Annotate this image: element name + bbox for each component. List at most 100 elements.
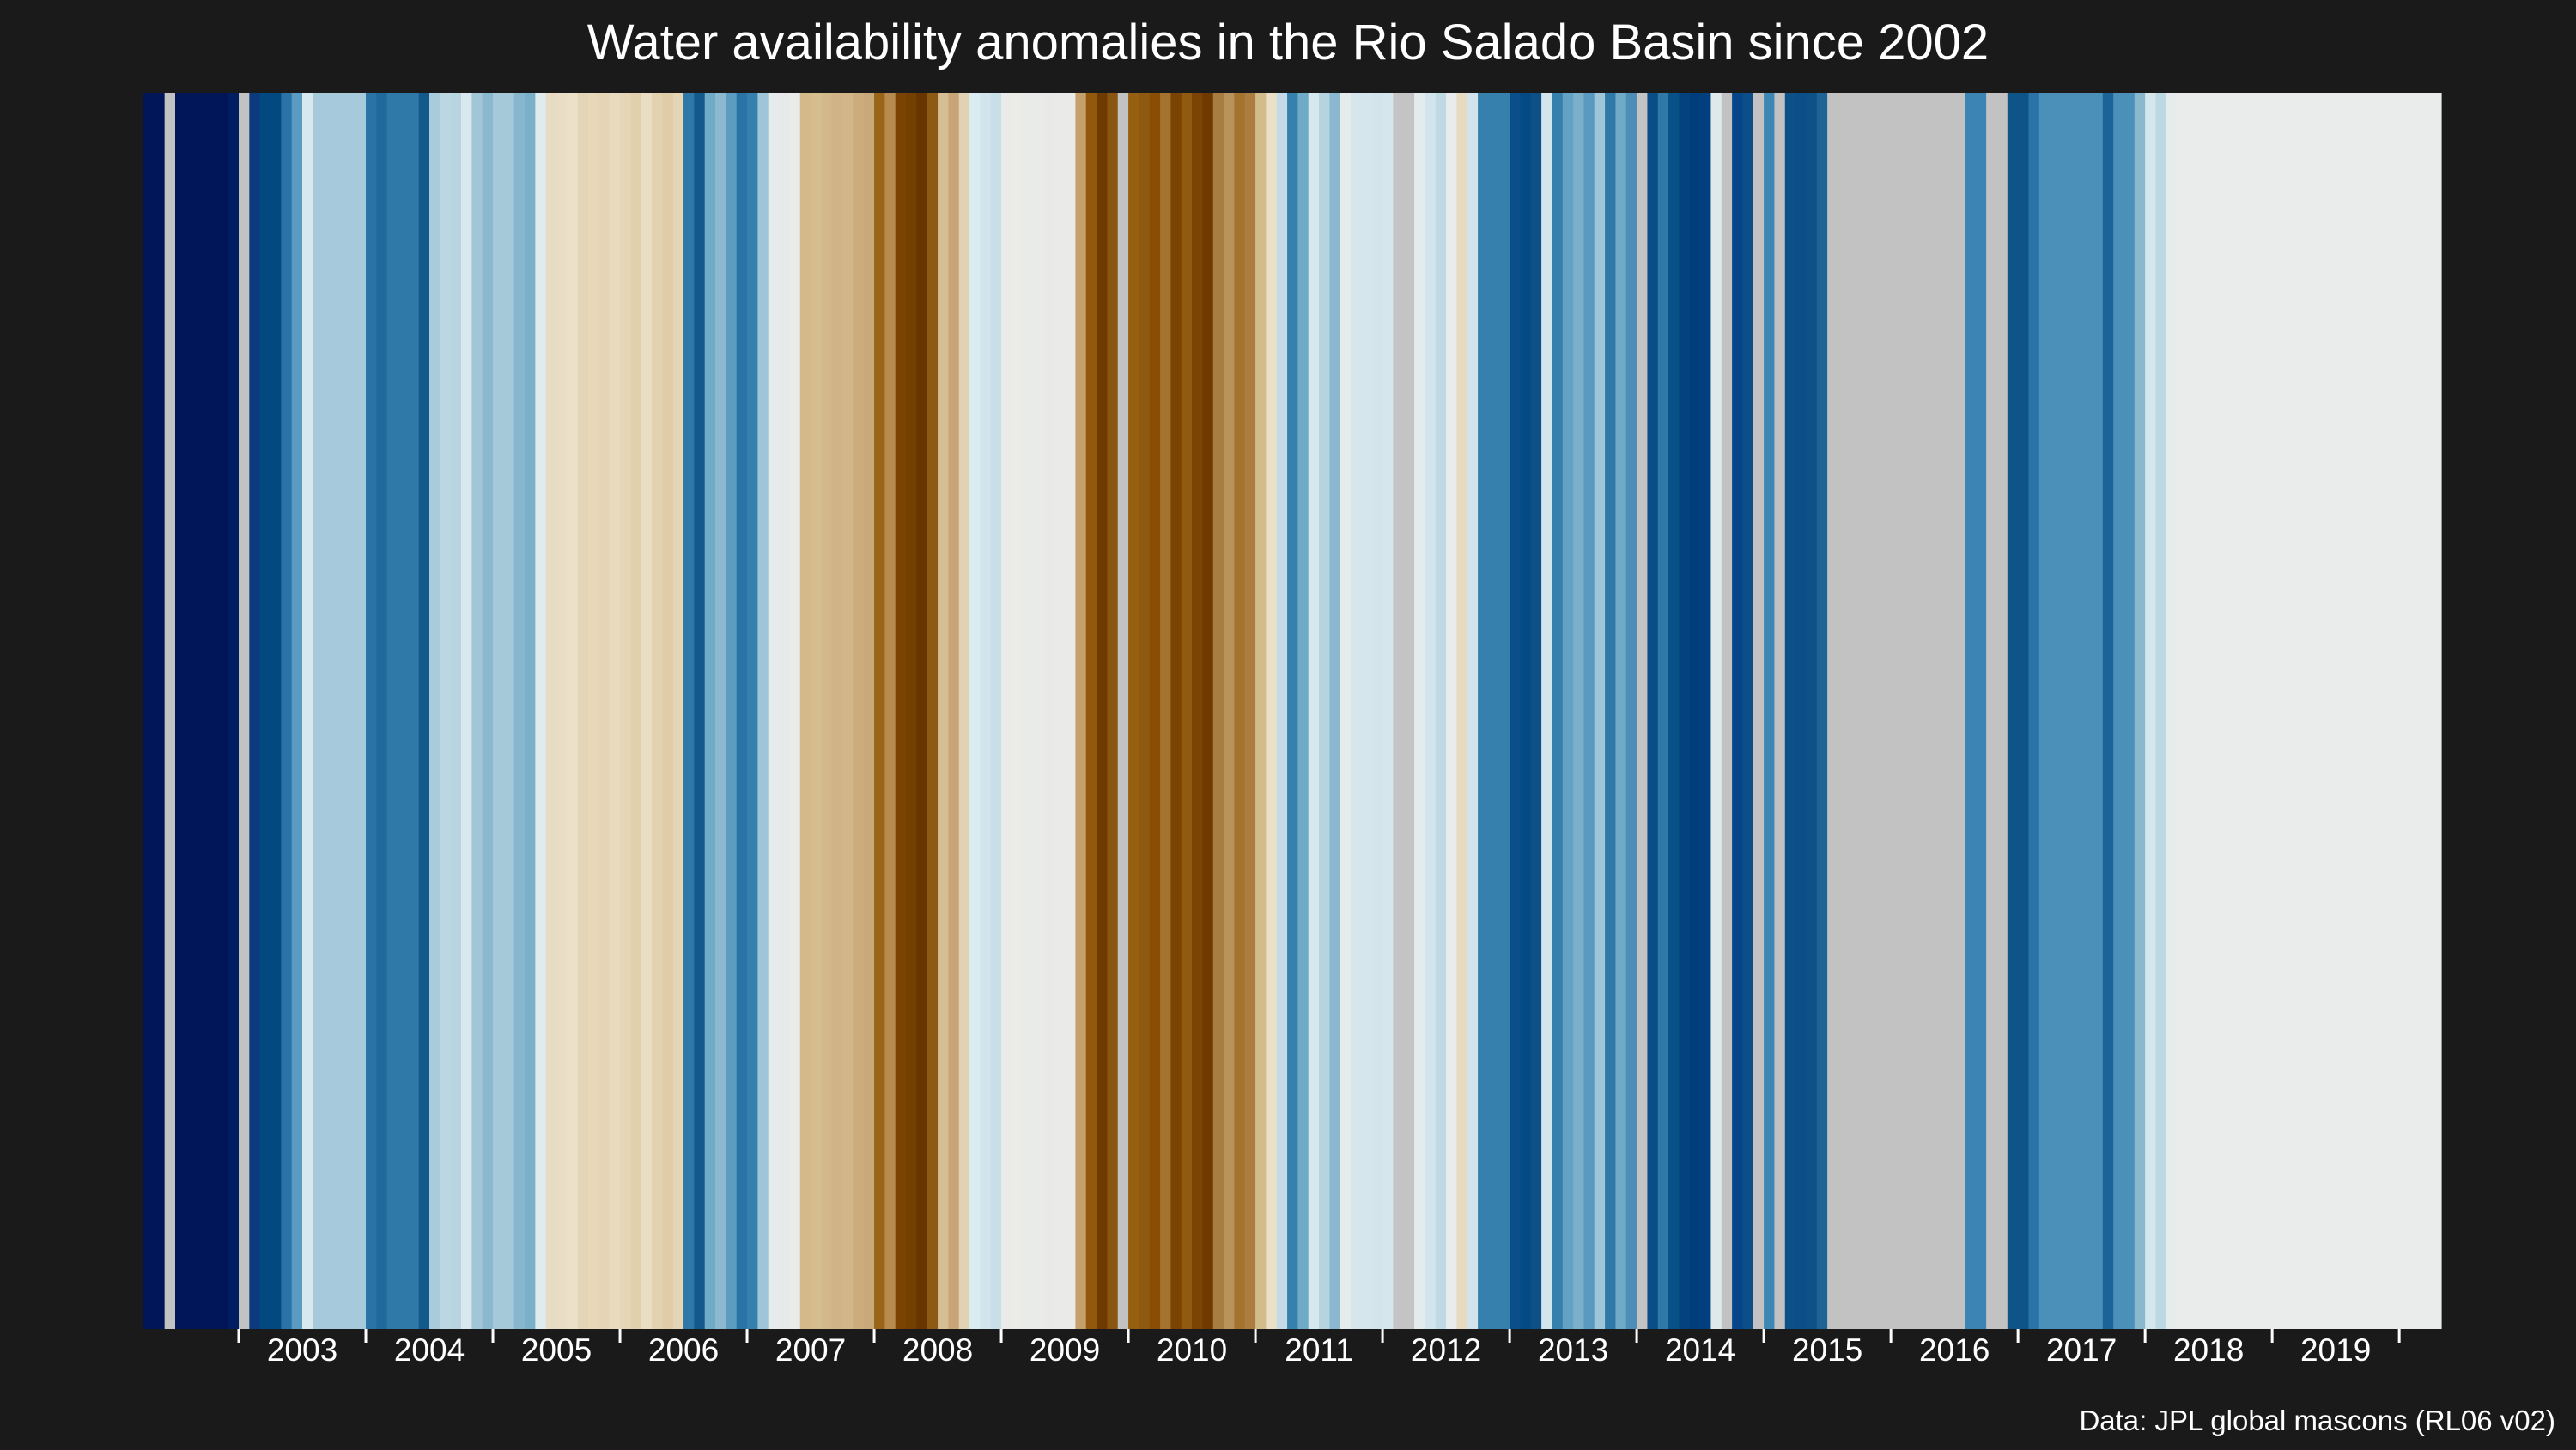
stripe [2050, 93, 2062, 1329]
stripe [1838, 93, 1850, 1329]
stripe [2092, 93, 2104, 1329]
stripe [525, 93, 536, 1329]
stripe [1806, 93, 1818, 1329]
stripe [1975, 93, 1987, 1329]
stripe [1001, 93, 1012, 1329]
stripe [726, 93, 738, 1329]
stripe [1403, 93, 1415, 1329]
stripe [239, 93, 250, 1329]
stripe [789, 93, 801, 1329]
stripe [1319, 93, 1331, 1329]
stripe [2177, 93, 2442, 1329]
stripe [1075, 93, 1087, 1329]
stripe [1859, 93, 1871, 1329]
stripe [1689, 93, 1701, 1329]
stripe [556, 93, 568, 1329]
x-tick-label: 2006 [648, 1332, 719, 1368]
stripe [1202, 93, 1214, 1329]
stripe [1795, 93, 1807, 1329]
stripe [1848, 93, 1860, 1329]
stripe [1954, 93, 1966, 1329]
stripe [704, 93, 716, 1329]
stripe [398, 93, 409, 1329]
stripe [736, 93, 748, 1329]
stripe [1107, 93, 1119, 1329]
stripe [1647, 93, 1659, 1329]
stripe [577, 93, 589, 1329]
stripe [1329, 93, 1341, 1329]
stripe [1625, 93, 1637, 1329]
stripe [471, 93, 483, 1329]
stripe [588, 93, 599, 1329]
stripe [652, 93, 663, 1329]
stripe [1212, 93, 1224, 1329]
stripe [1297, 93, 1309, 1329]
chart-title: Water availability anomalies in the Rio … [586, 15, 1990, 70]
stripe [1224, 93, 1236, 1329]
stripe [1742, 93, 1754, 1329]
stripe [1943, 93, 1955, 1329]
stripe [1583, 93, 1595, 1329]
stripe [1266, 93, 1278, 1329]
stripe [196, 93, 208, 1329]
stripe [493, 93, 504, 1329]
stripe [302, 93, 313, 1329]
stripe [683, 93, 695, 1329]
stripe [1371, 93, 1383, 1329]
stripe [779, 93, 790, 1329]
stripe [1393, 93, 1405, 1329]
stripe [1351, 93, 1363, 1329]
stripe [164, 93, 176, 1329]
stripe [1753, 93, 1765, 1329]
stripe [1128, 93, 1139, 1329]
stripe [1594, 93, 1606, 1329]
stripe [1520, 93, 1532, 1329]
stripe [366, 93, 377, 1329]
stripe [376, 93, 388, 1329]
stripe [143, 93, 155, 1329]
stripe [259, 93, 271, 1329]
stripe [291, 93, 303, 1329]
stripe [2166, 93, 2178, 1329]
stripe [1012, 93, 1024, 1329]
stripe [386, 93, 398, 1329]
stripe [1414, 93, 1426, 1329]
stripe [429, 93, 440, 1329]
stripe [1764, 93, 1776, 1329]
stripe [1774, 93, 1786, 1329]
stripe [842, 93, 854, 1329]
stripe [948, 93, 960, 1329]
stripe [884, 93, 896, 1329]
x-tick-label: 2016 [1919, 1332, 1990, 1368]
stripe [1700, 93, 1712, 1329]
stripe [969, 93, 981, 1329]
stripe [1160, 93, 1171, 1329]
stripe [757, 93, 769, 1329]
stripe [2070, 93, 2082, 1329]
stripe [2060, 93, 2072, 1329]
stripe [799, 93, 811, 1329]
stripe [1435, 93, 1447, 1329]
stripe [1244, 93, 1256, 1329]
x-tick-label: 2008 [902, 1332, 973, 1368]
stripe [938, 93, 949, 1329]
stripe [1605, 93, 1617, 1329]
stripe [207, 93, 218, 1329]
stripe [2134, 93, 2146, 1329]
stripe [1668, 93, 1680, 1329]
stripe [2007, 93, 2019, 1329]
x-tick-label: 2010 [1157, 1332, 1227, 1368]
stripe [1816, 93, 1828, 1329]
stripe [1382, 93, 1394, 1329]
stripe [1933, 93, 1945, 1329]
stripe [1615, 93, 1627, 1329]
stripe [895, 93, 907, 1329]
stripe [503, 93, 515, 1329]
stripe [1721, 93, 1733, 1329]
stripe [1573, 93, 1585, 1329]
stripe [598, 93, 611, 1329]
stripe [1181, 93, 1193, 1329]
stripe [1911, 93, 1923, 1329]
stripe [1276, 93, 1288, 1329]
